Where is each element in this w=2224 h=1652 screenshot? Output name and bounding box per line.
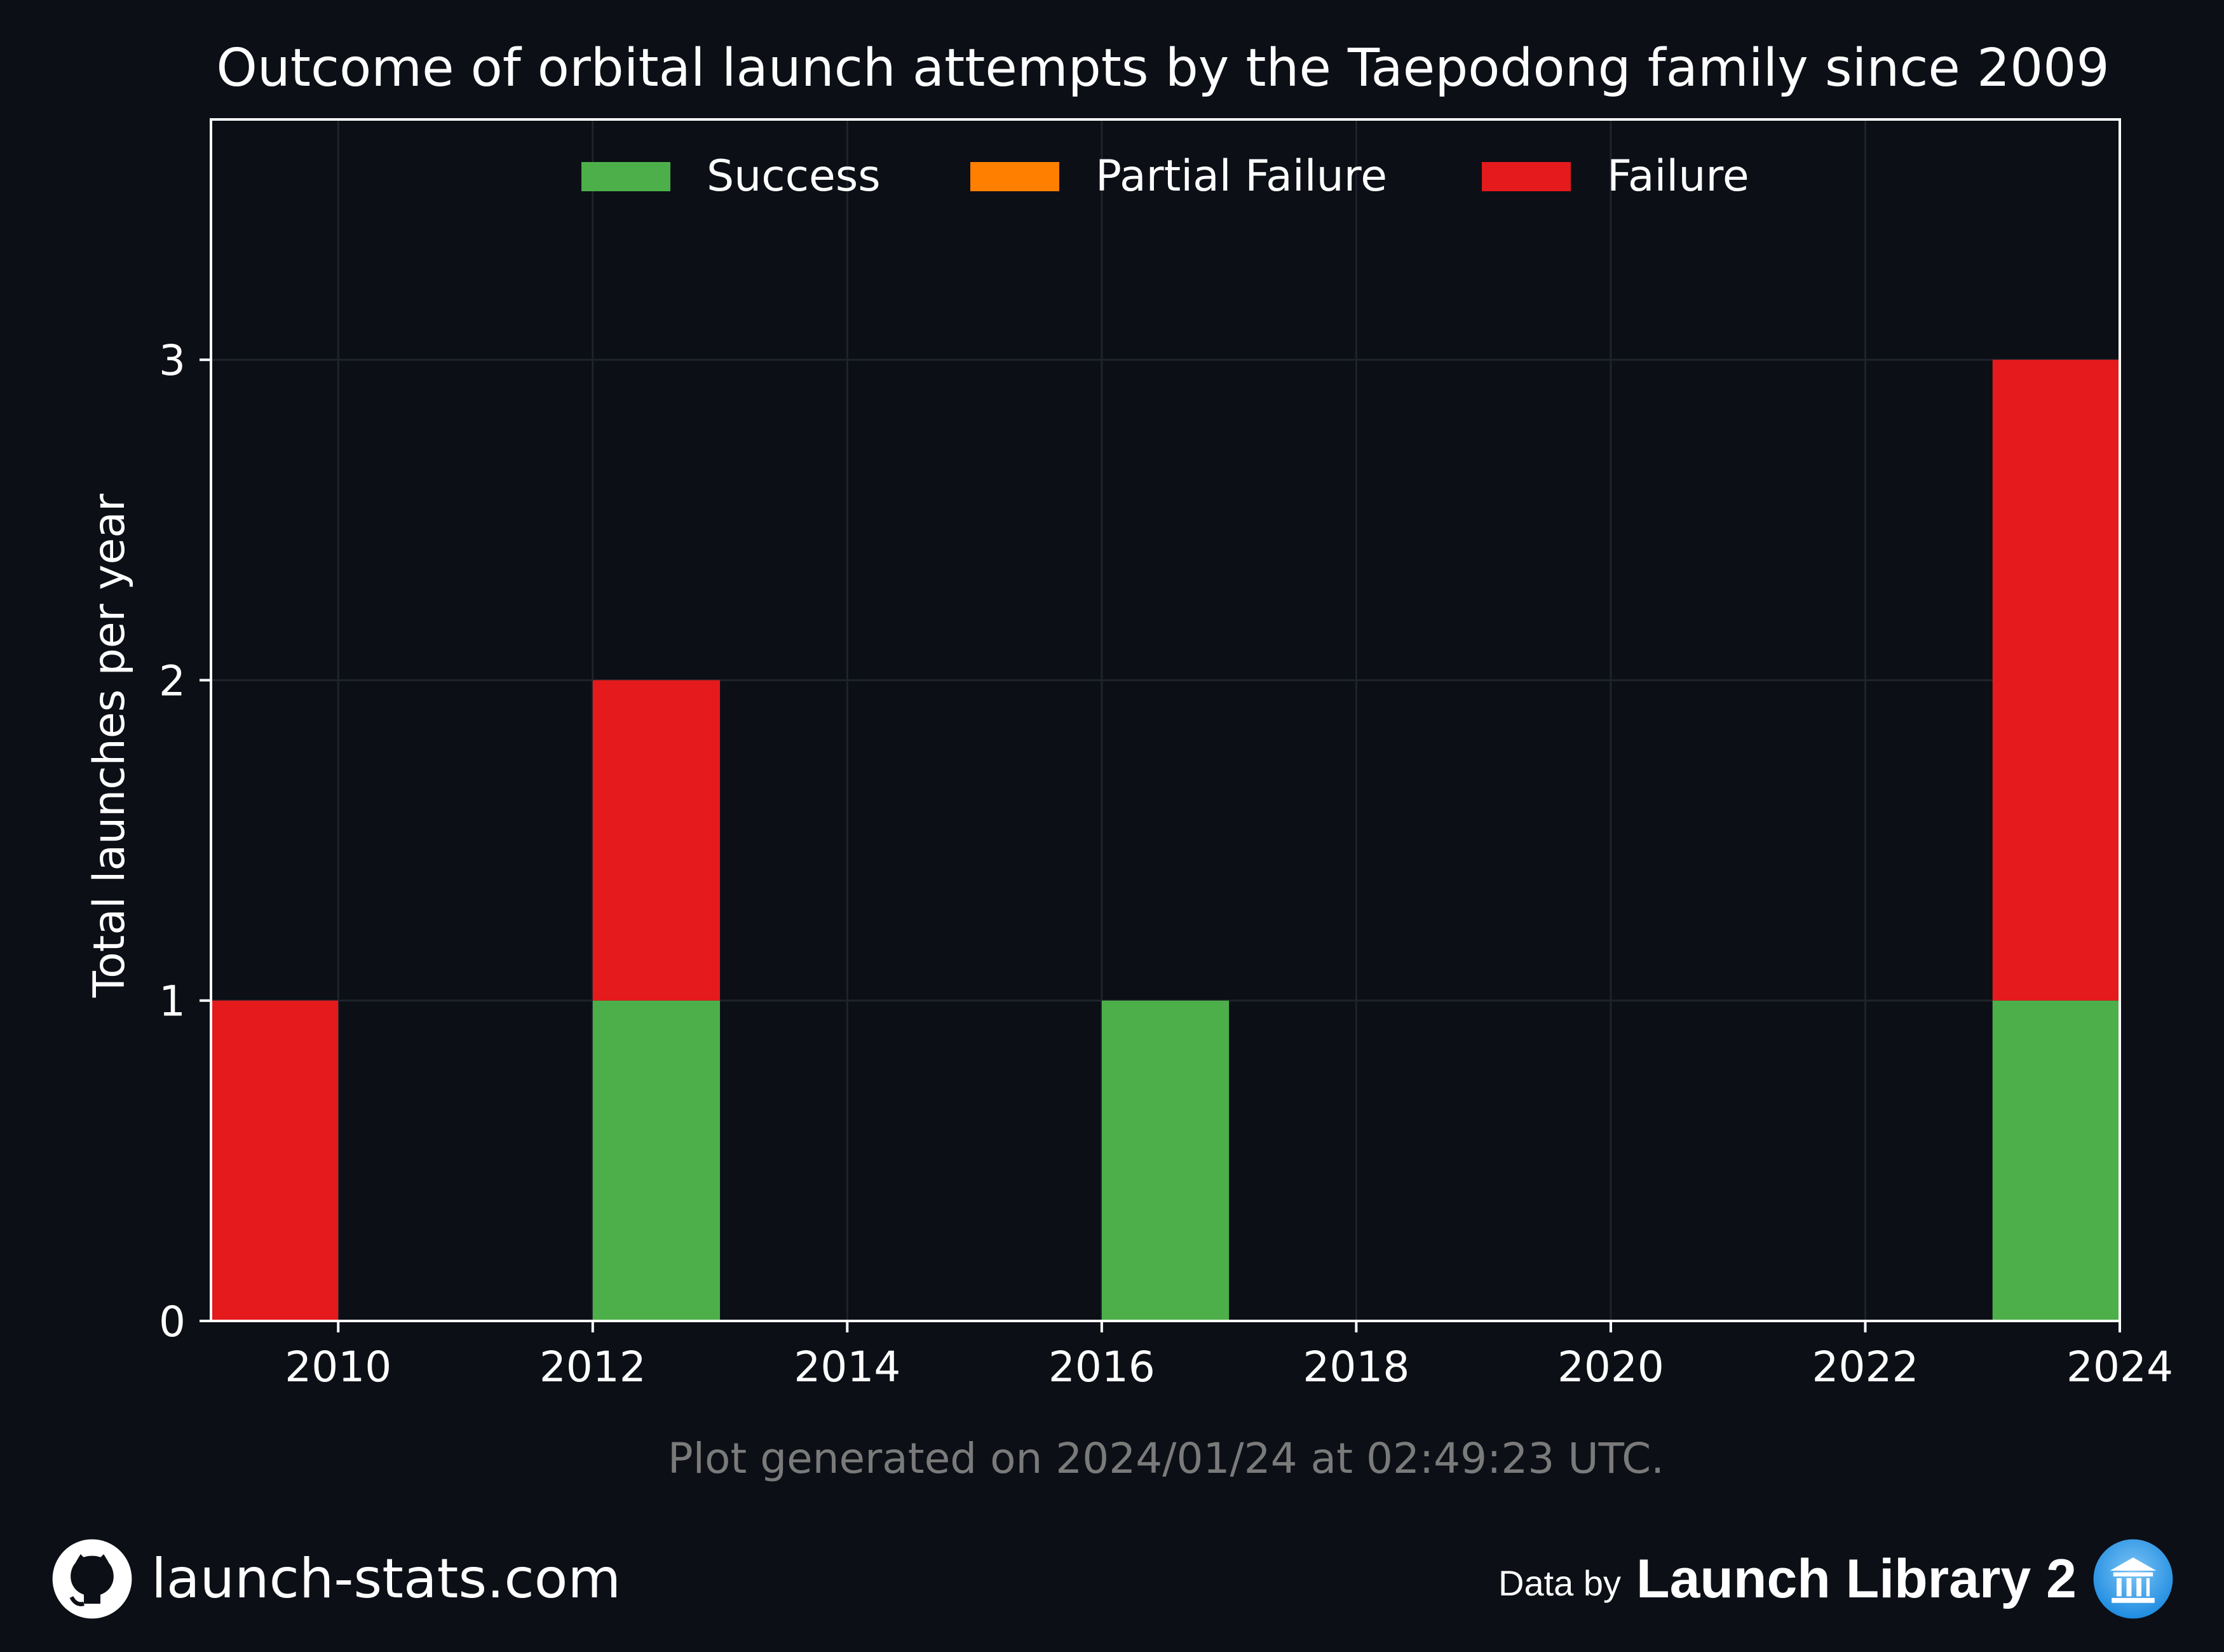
site-name: launch-stats.com [151, 1547, 621, 1611]
plot-frame [210, 118, 2121, 1322]
bar-failure-2009 [211, 1000, 339, 1321]
legend-swatch-success [581, 162, 670, 191]
bar-failure-2023 [1992, 360, 2120, 1001]
y-tick-label: 1 [159, 977, 186, 1026]
x-tick-label: 2010 [285, 1343, 391, 1391]
legend-label: Partial Failure [1095, 151, 1387, 201]
footer-site[interactable]: launch-stats.com [51, 1538, 621, 1620]
legend-swatch-partial-failure [970, 162, 1059, 191]
data-by-label: Data by [1498, 1562, 1622, 1603]
legend-label: Failure [1607, 151, 1749, 201]
y-tick-label: 0 [159, 1297, 186, 1346]
y-tick-label: 2 [159, 656, 186, 705]
x-tick-label: 2024 [2066, 1343, 2173, 1391]
bar-success-2012 [592, 1000, 721, 1321]
plot-caption: Plot generated on 2024/01/24 at 02:49:23… [668, 1434, 1664, 1483]
x-tick-label: 2016 [1048, 1343, 1155, 1391]
y-tick-label: 3 [159, 336, 186, 385]
bar-success-2023 [1992, 1000, 2120, 1321]
x-tick-label: 2020 [1557, 1343, 1664, 1391]
y-axis-label: Total launches per year [85, 494, 135, 998]
x-tick-label: 2018 [1303, 1343, 1409, 1391]
launch-library-icon [2093, 1539, 2173, 1619]
source-name: Launch Library 2 [1636, 1548, 2077, 1609]
x-tick-label: 2022 [1812, 1343, 1918, 1391]
chart-title: Outcome of orbital launch attempts by th… [216, 38, 2109, 98]
x-axis-ticks: 2010 2012 2014 2016 2018 2020 2022 2024 [285, 1321, 2173, 1391]
bar-success-2016 [1101, 1000, 1230, 1321]
bar-failure-2012 [592, 680, 721, 1001]
footer-source[interactable]: Data by Launch Library 2 [1498, 1538, 2174, 1620]
legend-label: Success [707, 151, 881, 201]
x-tick-label: 2012 [539, 1343, 646, 1391]
legend-swatch-failure [1482, 162, 1571, 191]
y-axis-ticks: 0 1 2 3 [159, 336, 211, 1346]
legend: Success Partial Failure Failure [581, 151, 1749, 201]
bars [211, 360, 2120, 1321]
github-icon [52, 1539, 132, 1619]
x-tick-label: 2014 [794, 1343, 900, 1391]
